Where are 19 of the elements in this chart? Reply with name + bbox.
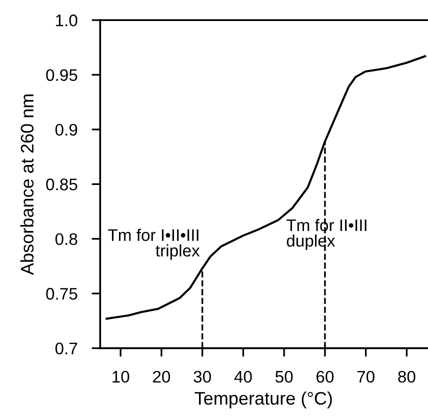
x-tick-label: 70 xyxy=(357,370,374,383)
x-tick-label: 30 xyxy=(194,370,211,383)
x-tick-label: 60 xyxy=(316,370,334,383)
y-tick-label: 0.9 xyxy=(55,124,78,136)
ref-line-label: Tm for I•II•III triplex xyxy=(108,228,200,260)
y-tick-label: 0.95 xyxy=(46,69,78,81)
y-tick-label: 0.8 xyxy=(55,233,78,246)
ref-line-label: Tm for II•III duplex xyxy=(286,218,366,250)
x-axis-title: Temperature (°C) xyxy=(194,392,332,408)
y-tick-label: 0.85 xyxy=(46,178,78,190)
x-tick-label: 50 xyxy=(275,370,293,383)
x-tick-label: 10 xyxy=(112,370,130,383)
y-axis-title: Absorbance at 260 nm xyxy=(20,94,34,275)
y-tick-label: 0.7 xyxy=(55,342,78,354)
x-tick-label: 80 xyxy=(398,370,416,383)
x-tick-label: 40 xyxy=(234,370,252,383)
x-tick-label: 20 xyxy=(153,370,170,383)
y-tick-label: 1.0 xyxy=(56,14,78,26)
y-tick-label: 0.75 xyxy=(46,288,78,300)
